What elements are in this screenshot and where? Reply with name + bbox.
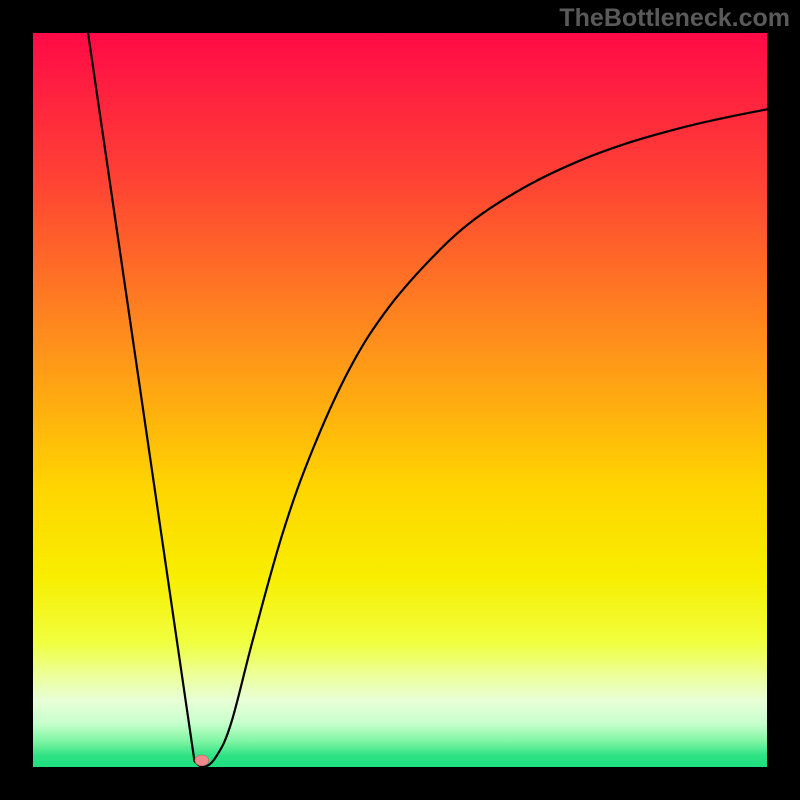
minimum-marker xyxy=(195,755,209,766)
gradient-background xyxy=(33,33,767,767)
watermark-text: TheBottleneck.com xyxy=(559,4,790,33)
plot-area xyxy=(33,33,767,767)
plot-svg xyxy=(33,33,767,767)
